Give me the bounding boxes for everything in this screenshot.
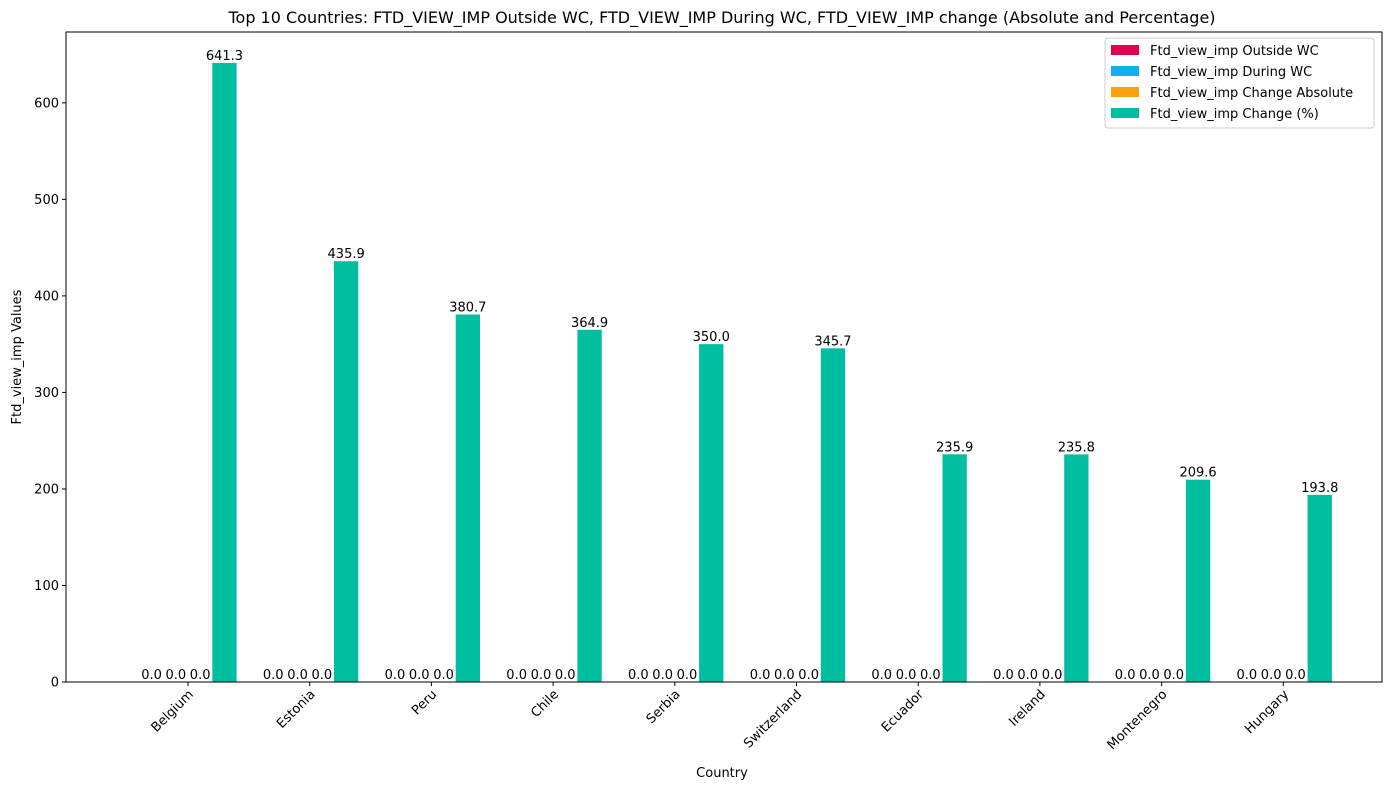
plot-frame [65,31,1383,683]
bar-value-label: 0.0 [141,668,162,683]
bar-value-label: 0.0 [1139,668,1160,683]
y-tick-label: 100 [34,579,59,594]
bar [212,62,237,682]
bar-value-label: 193.8 [1301,481,1338,496]
y-tick-label: 200 [34,482,59,497]
bar-value-label: 0.0 [1115,668,1136,683]
x-axis-title: Country [696,766,748,781]
bar-value-label: 0.0 [920,668,941,683]
bar-value-label: 0.0 [896,668,917,683]
y-axis-title: Ftd_view_imp Values [10,289,25,424]
bar-value-label: 0.0 [1163,668,1184,683]
legend: Ftd_view_imp Outside WC Ftd_view_imp Duri… [1104,37,1375,129]
bar-value-label: 0.0 [993,668,1014,683]
legend-swatch [1111,45,1139,55]
bars-layer [212,62,1332,682]
legend-swatch [1111,108,1139,118]
legend-label: Ftd_view_imp Outside WC [1150,44,1319,59]
x-tick-label: Montenegro [1105,687,1171,753]
y-axis: 0 100 200 300 400 500 600 [34,96,66,691]
legend-label: Ftd_view_imp During WC [1150,65,1312,80]
bar-value-label: 0.0 [531,668,552,683]
y-tick-label: 500 [34,193,59,208]
bar-value-label: 0.0 [190,668,211,683]
x-tick-label: Hungary [1242,687,1292,737]
bar [942,454,967,682]
x-tick-label: Serbia [644,687,684,727]
bar-value-label: 209.6 [1179,466,1216,481]
legend-swatch [1111,87,1139,97]
legend-label: Ftd_view_imp Change (%) [1150,107,1319,122]
bar-value-label: 364.9 [571,316,608,331]
y-tick-label: 400 [34,289,59,304]
bar-value-label: 0.0 [677,668,698,683]
bar-value-label: 641.3 [206,49,243,64]
bar-value-label: 0.0 [1237,668,1258,683]
y-tick-label: 0 [51,676,59,691]
bar [1185,479,1211,682]
bar-value-label: 380.7 [449,301,486,316]
bar-value-label: 350.0 [693,330,730,345]
bar-value-label: 0.0 [628,668,649,683]
bar-value-label: 345.7 [814,334,851,349]
bar-value-label: 0.0 [506,668,527,683]
legend-box [1104,37,1375,129]
x-tick-label: Ireland [1006,687,1048,729]
bar-value-label: 0.0 [774,668,795,683]
x-tick-label: Switzerland [741,687,805,751]
x-tick-label: Peru [409,687,440,718]
bar-value-label: 0.0 [409,668,430,683]
bar-value-label: 0.0 [1042,668,1063,683]
bar-value-label: 0.0 [1017,668,1038,683]
bar-value-label: 0.0 [433,668,454,683]
bar [1307,494,1332,682]
x-tick-label: Ecuador [879,687,928,736]
y-tick-label: 600 [34,96,59,111]
bar-value-label: 0.0 [798,668,819,683]
bar [699,344,724,682]
bar [820,348,846,682]
x-tick-label: Chile [528,687,562,721]
chart-title: Top 10 Countries: FTD_VIEW_IMP Outside W… [227,8,1215,28]
bar-value-label: 0.0 [312,668,333,683]
bar-value-label: 0.0 [287,668,308,683]
bar-value-label: 0.0 [871,668,892,683]
legend-swatch [1111,66,1139,76]
bar-value-label: 0.0 [263,668,284,683]
legend-label: Ftd_view_imp Change Absolute [1150,86,1353,101]
bar-value-label: 0.0 [555,668,576,683]
bar-value-label: 0.0 [385,668,406,683]
bar [1064,454,1089,682]
x-tick-label: Belgium [149,687,197,735]
bar-value-label: 0.0 [1285,668,1306,683]
bar-value-label: 235.9 [936,440,973,455]
bar [577,329,602,682]
bar-value-label: 0.0 [652,668,673,683]
bar-value-label: 0.0 [1261,668,1282,683]
x-tick-label: Estonia [274,687,318,731]
bar-value-label: 235.8 [1058,440,1095,455]
bar-value-label: 435.9 [328,247,365,262]
y-tick-label: 300 [34,386,59,401]
bar-value-label: 0.0 [166,668,187,683]
bar-value-label: 0.0 [750,668,771,683]
x-axis: Belgium Estonia Peru Chile Serbia Switzerland… [149,682,1292,753]
bar [334,261,359,682]
bar [455,314,480,682]
